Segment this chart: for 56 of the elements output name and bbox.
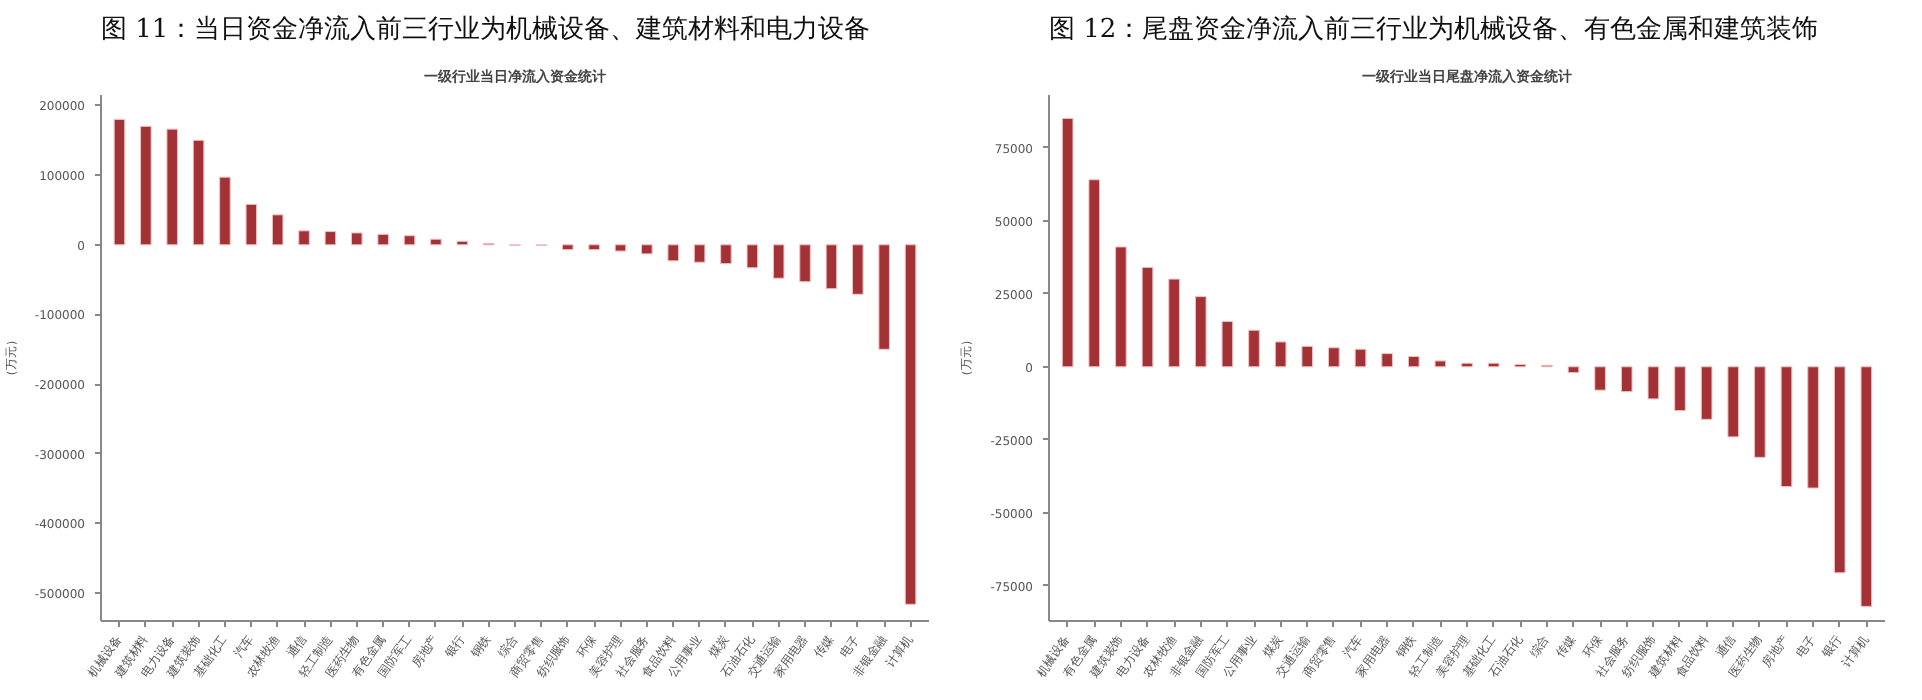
bar bbox=[1381, 353, 1393, 368]
bar bbox=[614, 244, 627, 252]
bar bbox=[1807, 366, 1819, 489]
bar bbox=[1407, 356, 1420, 368]
bar bbox=[324, 231, 337, 246]
bar bbox=[772, 244, 785, 279]
bar bbox=[1594, 366, 1606, 391]
bar bbox=[140, 125, 152, 246]
bar bbox=[1754, 366, 1766, 458]
bar bbox=[430, 238, 442, 246]
bar bbox=[1674, 366, 1686, 412]
bar bbox=[1088, 179, 1101, 368]
bar bbox=[1833, 366, 1846, 574]
bar bbox=[166, 128, 178, 246]
bar bbox=[825, 244, 838, 290]
chart-title: 图 11：当日资金净流入前三行业为机械设备、建筑材料和电力设备 bbox=[101, 13, 871, 45]
bar bbox=[271, 214, 284, 246]
bar bbox=[746, 244, 759, 269]
bar bbox=[219, 176, 231, 246]
bar bbox=[693, 244, 706, 263]
bar bbox=[1328, 347, 1340, 368]
bar bbox=[298, 230, 310, 246]
bar bbox=[1860, 366, 1873, 607]
chart-title: 图 12：尾盘资金净流入前三行业为机械设备、有色金属和建筑装饰 bbox=[1049, 13, 1819, 45]
bar bbox=[113, 118, 126, 246]
bar bbox=[1700, 366, 1713, 420]
bar bbox=[852, 244, 864, 295]
bar bbox=[799, 244, 811, 283]
bar bbox=[1620, 366, 1633, 393]
bar bbox=[1221, 320, 1234, 368]
bar bbox=[377, 233, 389, 246]
bar bbox=[1354, 348, 1367, 368]
bar bbox=[1780, 366, 1793, 488]
bar bbox=[667, 244, 679, 262]
bar bbox=[904, 244, 917, 605]
bar bbox=[1301, 345, 1314, 368]
bar bbox=[1567, 366, 1580, 374]
bar bbox=[588, 244, 600, 251]
bar bbox=[1168, 278, 1180, 368]
bar bbox=[1141, 266, 1154, 368]
bar bbox=[1248, 329, 1260, 368]
bar bbox=[561, 244, 574, 251]
bar bbox=[1434, 360, 1447, 368]
bar bbox=[403, 235, 416, 246]
bar bbox=[351, 232, 363, 246]
bar bbox=[1727, 366, 1740, 438]
bar bbox=[1061, 117, 1074, 368]
bar bbox=[1274, 341, 1287, 368]
bar bbox=[245, 203, 258, 246]
bar bbox=[878, 244, 890, 350]
bar bbox=[720, 244, 732, 265]
bar bbox=[192, 139, 205, 246]
bar bbox=[1115, 246, 1127, 368]
bar bbox=[1194, 296, 1207, 368]
bar bbox=[641, 244, 653, 255]
bar bbox=[1647, 366, 1660, 400]
